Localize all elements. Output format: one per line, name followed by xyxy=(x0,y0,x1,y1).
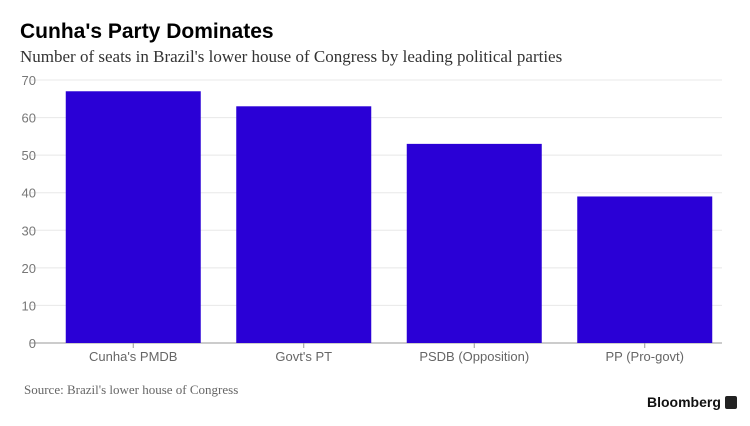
y-tick-label: 30 xyxy=(22,223,36,238)
bar xyxy=(577,196,713,343)
y-tick-label: 70 xyxy=(22,73,36,88)
bar xyxy=(406,143,542,343)
y-tick-label: 20 xyxy=(22,261,36,276)
bloomberg-chart-icon xyxy=(724,395,737,409)
y-tick-label: 40 xyxy=(22,186,36,201)
y-tick-label: 10 xyxy=(22,298,36,313)
y-tick-label: 50 xyxy=(22,148,36,163)
x-category-label: Cunha's PMDB xyxy=(89,349,177,364)
bar xyxy=(65,91,201,344)
y-tick-label: 60 xyxy=(22,111,36,126)
brand-logo: Bloomberg xyxy=(647,394,737,410)
y-tick-label: 0 xyxy=(29,336,36,351)
x-category-label: PP (Pro-govt) xyxy=(605,349,684,364)
brand-name: Bloomberg xyxy=(647,394,721,410)
x-category-label: PSDB (Opposition) xyxy=(419,349,529,364)
bar xyxy=(236,106,372,343)
chart-title: Cunha's Party Dominates xyxy=(20,20,274,43)
chart-subtitle: Number of seats in Brazil's lower house … xyxy=(20,47,563,66)
source-note: Source: Brazil's lower house of Congress xyxy=(24,382,239,397)
x-category-label: Govt's PT xyxy=(275,349,332,364)
